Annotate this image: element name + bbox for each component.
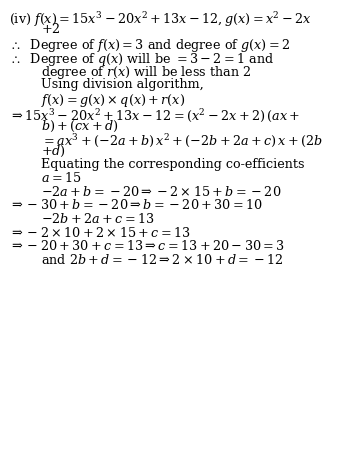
Text: $b) + (cx + d)$: $b) + (cx + d)$ — [41, 119, 119, 134]
Text: $\therefore$  Degree of $q (x)$ will be $= 3 - 2 = 1$ and: $\therefore$ Degree of $q (x)$ will be $… — [9, 51, 274, 68]
Text: $+ d)$: $+ d)$ — [41, 144, 66, 159]
Text: $= ax^3 + (-2a + b)\,x^2 + (-2b + 2a + c)\,x + (2b$: $= ax^3 + (-2a + b)\,x^2 + (-2b + 2a + c… — [41, 132, 323, 149]
Text: $-2a + b = -20 \Rightarrow -2 \times 15 + b = -20$: $-2a + b = -20 \Rightarrow -2 \times 15 … — [41, 185, 282, 199]
Text: $a = 15$: $a = 15$ — [41, 171, 82, 185]
Text: $f (x) = g (x) \times q (x) + r (x)$: $f (x) = g (x) \times q (x) + r (x)$ — [41, 92, 185, 109]
Text: and $2b + d = -12 \Rightarrow 2 \times 10 + d = -12$: and $2b + d = -12 \Rightarrow 2 \times 1… — [41, 253, 284, 267]
Text: $\Rightarrow 15x^3 - 20x^2 + 13x - 12 = (x^2 - 2x + 2)\,(ax +$: $\Rightarrow 15x^3 - 20x^2 + 13x - 12 = … — [9, 107, 300, 124]
Text: $\Rightarrow -20 + 30 + c = 13 \Rightarrow c = 13 + 20 - 30 = 3$: $\Rightarrow -20 + 30 + c = 13 \Rightarr… — [9, 239, 285, 253]
Text: $\Rightarrow -30 + b = -20 \Rightarrow b = -20 + 30 = 10$: $\Rightarrow -30 + b = -20 \Rightarrow b… — [9, 198, 263, 212]
Text: $\Rightarrow -2 \times 10 + 2 \times 15 + c = 13$: $\Rightarrow -2 \times 10 + 2 \times 15 … — [9, 226, 191, 240]
Text: Using division algorithm,: Using division algorithm, — [41, 78, 204, 91]
Text: Equating the corresponding co-efficients: Equating the corresponding co-efficients — [41, 158, 305, 171]
Text: $-2b + 2a + c = 13$: $-2b + 2a + c = 13$ — [41, 212, 155, 226]
Text: $\therefore$  Degree of $f (x) = 3$ and degree of $g (x) = 2$: $\therefore$ Degree of $f (x) = 3$ and d… — [9, 37, 290, 54]
Text: $+ 2$: $+ 2$ — [41, 22, 61, 36]
Text: (iv) $f(x) = 15x^3 - 20x^2 + 13x - 12, g (x) = x^2 - 2x$: (iv) $f(x) = 15x^3 - 20x^2 + 13x - 12, g… — [9, 10, 312, 29]
Text: degree of $r (x)$ will be less than 2: degree of $r (x)$ will be less than 2 — [41, 64, 252, 82]
